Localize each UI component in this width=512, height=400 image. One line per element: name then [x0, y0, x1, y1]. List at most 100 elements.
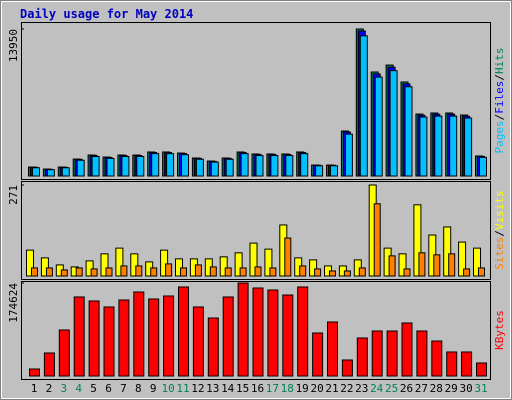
bar — [416, 330, 428, 377]
bar — [358, 267, 366, 277]
bar — [100, 253, 109, 277]
bar — [419, 116, 428, 177]
bar — [160, 249, 169, 277]
bar — [240, 153, 249, 177]
bar — [254, 266, 262, 277]
bar — [40, 257, 49, 277]
bar — [267, 289, 279, 377]
y-tick-label: 271 — [7, 185, 20, 205]
bar — [327, 321, 338, 377]
bar — [133, 291, 145, 377]
x-tick-label: 8 — [135, 382, 142, 395]
y-tick-label: 174624 — [7, 283, 20, 323]
bar — [222, 296, 234, 377]
y-tick-label: 13950 — [7, 29, 20, 62]
bar — [29, 368, 40, 377]
legend-separator: / — [493, 114, 506, 121]
bar — [175, 258, 183, 277]
bar — [341, 359, 353, 377]
bar — [239, 267, 247, 277]
bar — [150, 267, 158, 277]
bar — [46, 169, 55, 177]
x-tick-label: 30 — [459, 382, 472, 395]
bar — [285, 155, 294, 177]
bar — [224, 267, 232, 277]
x-tick-label: 4 — [75, 382, 82, 395]
bar — [85, 260, 94, 277]
bar — [76, 159, 85, 177]
bar — [75, 267, 83, 277]
x-tick-label: 28 — [430, 382, 443, 395]
x-tick-label: 25 — [385, 382, 398, 395]
bar — [73, 296, 85, 377]
x-tick-label: 14 — [221, 382, 235, 395]
x-tick-label: 26 — [400, 382, 413, 395]
bar — [61, 167, 70, 177]
bar — [449, 115, 458, 177]
bar — [479, 156, 487, 177]
x-tick-label: 23 — [355, 382, 368, 395]
bar — [371, 330, 383, 377]
bar — [344, 133, 353, 177]
bar — [297, 286, 309, 377]
bar — [478, 267, 485, 277]
bar — [45, 267, 53, 277]
legend-entry: Files — [493, 81, 506, 114]
bar — [192, 306, 204, 377]
bar — [31, 267, 38, 277]
bar — [91, 156, 100, 177]
bar — [433, 254, 441, 277]
bar — [401, 322, 413, 377]
bar — [234, 252, 243, 277]
bar — [43, 352, 55, 377]
bar — [252, 287, 264, 377]
bar — [103, 306, 115, 377]
bar — [330, 165, 338, 177]
bar — [166, 153, 175, 177]
bar — [461, 351, 473, 377]
x-tick-label: 3 — [60, 382, 67, 395]
legend: Sites/Visits — [493, 190, 506, 270]
bar — [264, 248, 273, 277]
x-tick-label: 21 — [325, 382, 338, 395]
bar — [163, 295, 175, 377]
x-tick-label: 9 — [150, 382, 157, 395]
bar — [443, 226, 452, 277]
x-tick-label: 16 — [251, 382, 264, 395]
x-tick-label: 27 — [415, 382, 428, 395]
bar — [464, 117, 473, 177]
bar — [237, 282, 249, 377]
bar — [249, 242, 258, 277]
bar — [118, 299, 130, 377]
legend-separator: / — [493, 230, 506, 237]
bar — [130, 253, 139, 277]
bar — [312, 332, 324, 377]
bar — [60, 269, 68, 277]
bar — [195, 158, 204, 177]
x-tick-label: 1 — [31, 382, 38, 395]
bar — [315, 165, 324, 177]
bar — [359, 35, 368, 177]
bar — [284, 237, 292, 277]
bar — [269, 267, 277, 277]
x-tick-label: 24 — [370, 382, 384, 395]
x-tick-label: 15 — [236, 382, 249, 395]
bar — [458, 241, 467, 277]
bar — [209, 266, 217, 277]
bar — [386, 330, 398, 377]
bar — [210, 161, 219, 177]
bar — [225, 158, 234, 177]
legend-entry: Sites — [493, 237, 506, 270]
bar — [105, 267, 113, 277]
x-tick-label: 22 — [340, 382, 353, 395]
bar — [255, 155, 264, 177]
bar — [207, 317, 219, 377]
bar — [106, 157, 115, 177]
bar — [446, 351, 458, 377]
bar — [121, 156, 130, 177]
bar — [448, 253, 456, 277]
bar — [343, 270, 351, 277]
bar — [418, 252, 426, 277]
